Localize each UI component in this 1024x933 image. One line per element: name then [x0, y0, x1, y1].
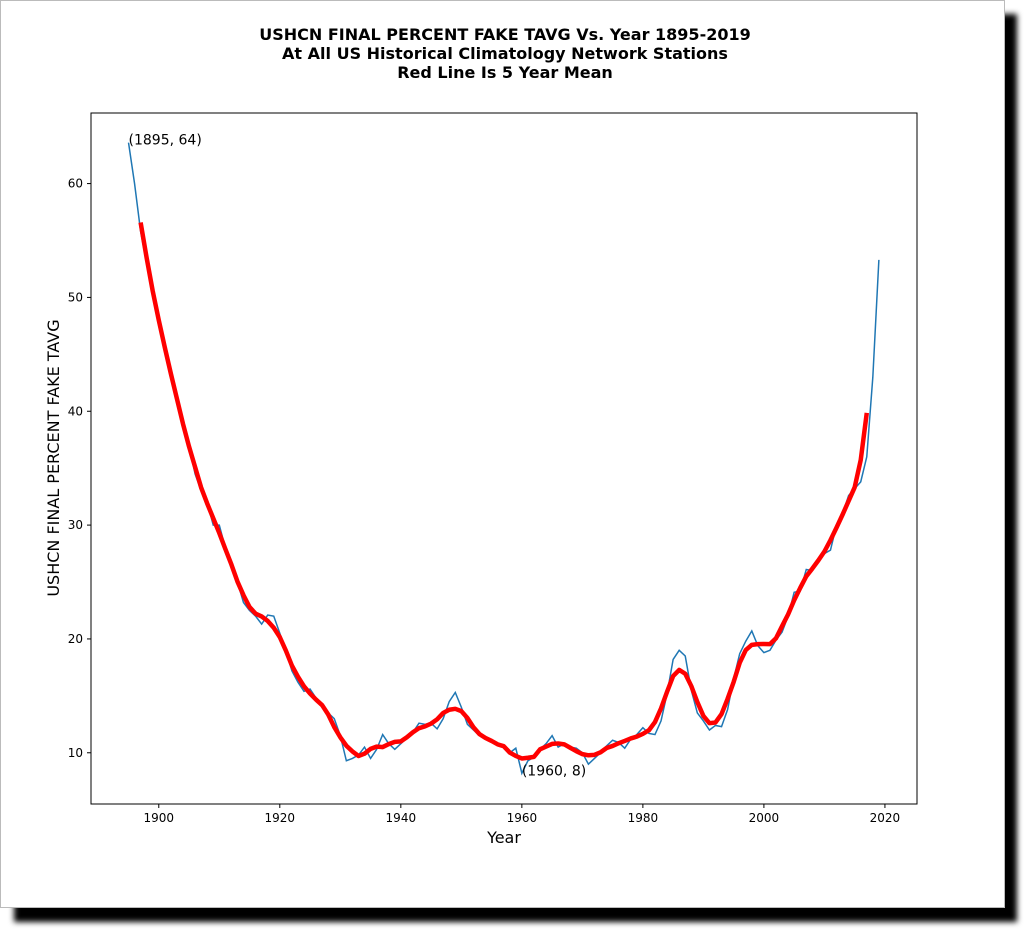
chart-title-line-3: Red Line Is 5 Year Mean	[397, 63, 613, 82]
y-tick-label: 40	[68, 404, 83, 418]
x-tick-label: 2000	[749, 811, 780, 825]
plot-frame	[90, 112, 918, 805]
x-tick-label: 1900	[144, 811, 175, 825]
point-annotation: (1960, 8)	[522, 763, 586, 779]
x-tick-label: 1960	[507, 811, 538, 825]
x-tick-label: 1980	[628, 811, 659, 825]
chart-card	[0, 0, 1005, 908]
y-tick-label: 50	[68, 290, 83, 304]
point-annotation: (1895, 64)	[129, 133, 202, 149]
x-tick-label: 1920	[265, 811, 296, 825]
y-tick-label: 20	[68, 632, 83, 646]
x-axis-label: Year	[486, 828, 521, 847]
x-tick-label: 2020	[870, 811, 901, 825]
chart-title-line-2: At All US Historical Climatology Network…	[282, 44, 728, 63]
series-annual-line	[127, 142, 880, 776]
chart-title-line-1: USHCN FINAL PERCENT FAKE TAVG Vs. Year 1…	[259, 25, 750, 44]
series-5-year-mean-line	[138, 222, 870, 761]
x-tick-label: 1940	[386, 811, 417, 825]
y-tick-label: 60	[68, 177, 83, 191]
y-tick-label: 30	[68, 518, 83, 532]
y-axis-label: USHCN FINAL PERCENT FAKE TAVG	[44, 319, 63, 596]
y-tick-label: 10	[68, 746, 83, 760]
